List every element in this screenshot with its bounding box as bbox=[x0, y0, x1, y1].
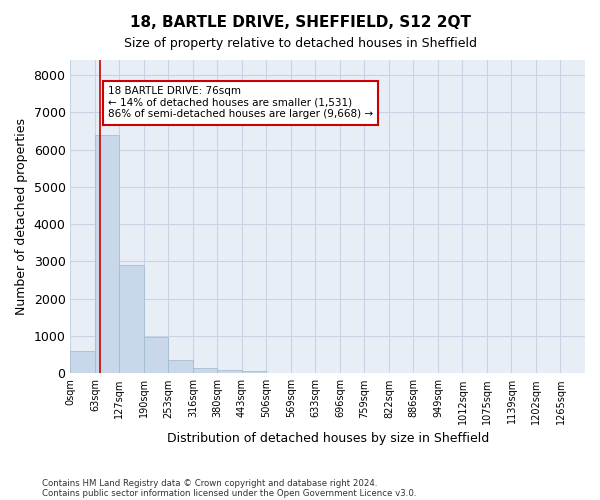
Bar bbox=[169, 360, 193, 374]
Bar bbox=[242, 372, 266, 374]
Bar bbox=[119, 265, 144, 374]
Text: 18 BARTLE DRIVE: 76sqm
← 14% of detached houses are smaller (1,531)
86% of semi-: 18 BARTLE DRIVE: 76sqm ← 14% of detached… bbox=[108, 86, 373, 120]
Text: Contains HM Land Registry data © Crown copyright and database right 2024.: Contains HM Land Registry data © Crown c… bbox=[42, 478, 377, 488]
Text: Size of property relative to detached houses in Sheffield: Size of property relative to detached ho… bbox=[124, 38, 476, 51]
Text: Contains public sector information licensed under the Open Government Licence v3: Contains public sector information licen… bbox=[42, 488, 416, 498]
Bar bbox=[70, 351, 95, 374]
Bar bbox=[144, 338, 169, 374]
X-axis label: Distribution of detached houses by size in Sheffield: Distribution of detached houses by size … bbox=[167, 432, 489, 445]
Bar bbox=[95, 136, 119, 374]
Bar bbox=[217, 370, 242, 374]
Text: 18, BARTLE DRIVE, SHEFFIELD, S12 2QT: 18, BARTLE DRIVE, SHEFFIELD, S12 2QT bbox=[130, 15, 470, 30]
Bar bbox=[193, 368, 217, 374]
Y-axis label: Number of detached properties: Number of detached properties bbox=[15, 118, 28, 315]
